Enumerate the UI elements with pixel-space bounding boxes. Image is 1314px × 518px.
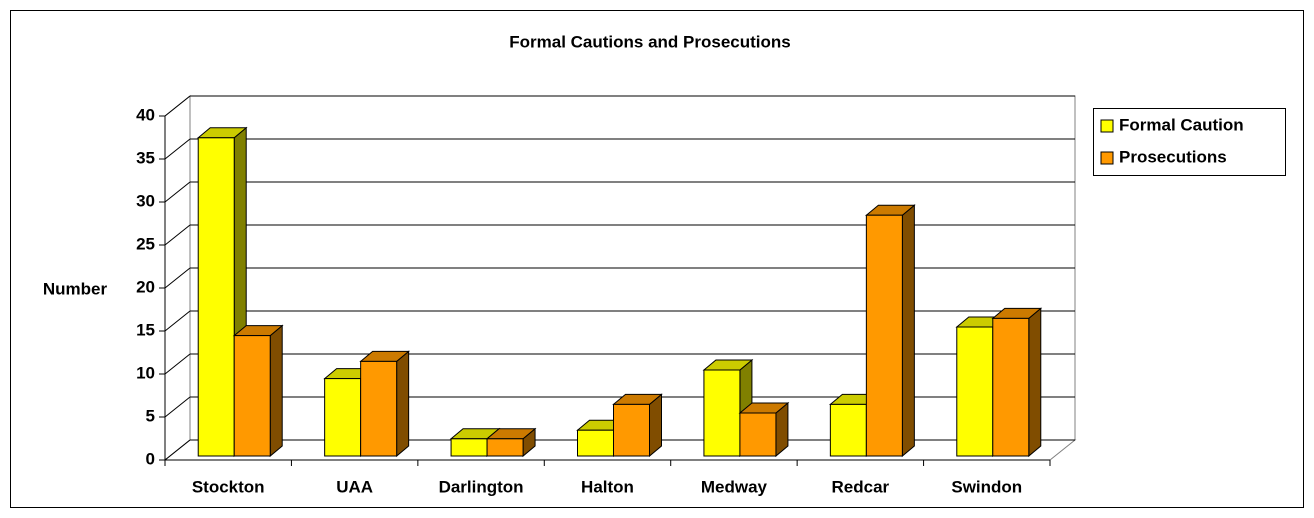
legend bbox=[1093, 108, 1286, 176]
x-tick-label: Swindon bbox=[951, 477, 1022, 496]
legend-label: Formal Caution bbox=[1119, 115, 1244, 134]
bar-side bbox=[1028, 307, 1042, 458]
bar-front bbox=[360, 360, 398, 457]
x-tick-label: Halton bbox=[581, 477, 634, 496]
y-tick-label: 10 bbox=[136, 363, 155, 382]
bar-side bbox=[901, 204, 915, 458]
legend-swatch bbox=[1100, 151, 1114, 165]
y-tick-label: 30 bbox=[136, 191, 155, 210]
bar bbox=[991, 307, 1043, 458]
bar bbox=[232, 324, 284, 458]
y-tick-label: 35 bbox=[136, 148, 155, 167]
side-grid-line bbox=[164, 95, 191, 117]
bar-front bbox=[450, 438, 488, 457]
y-tick-label: 25 bbox=[136, 234, 155, 253]
bar-front bbox=[324, 378, 362, 457]
side-grid-line bbox=[164, 138, 191, 160]
y-axis-label: Number bbox=[43, 279, 108, 298]
side-grid-line bbox=[164, 310, 191, 332]
bar-front bbox=[233, 335, 271, 457]
x-tick-label: Medway bbox=[701, 477, 768, 496]
side-grid-line bbox=[164, 353, 191, 375]
bar-side bbox=[269, 324, 283, 458]
bar-front bbox=[739, 412, 777, 457]
bar bbox=[359, 350, 411, 458]
bar-side bbox=[396, 350, 410, 458]
side-grid-line bbox=[164, 396, 191, 418]
side-grid-line bbox=[164, 267, 191, 289]
x-tick-label: Stockton bbox=[192, 477, 265, 496]
bar-front bbox=[577, 429, 614, 457]
bar bbox=[738, 401, 790, 458]
bar-front bbox=[829, 403, 867, 457]
chart-title: Formal Cautions and Prosecutions bbox=[509, 32, 791, 51]
side-grid-line bbox=[164, 224, 191, 246]
legend-swatch bbox=[1100, 119, 1114, 133]
bar bbox=[196, 126, 248, 458]
side-grid-line bbox=[164, 439, 191, 461]
side-grid-line bbox=[164, 181, 191, 203]
y-tick-label: 5 bbox=[146, 406, 155, 425]
bar-side bbox=[649, 393, 662, 458]
x-tick-label: UAA bbox=[336, 477, 373, 496]
y-tick-label: 15 bbox=[136, 320, 155, 339]
bar-front bbox=[486, 438, 524, 457]
bar bbox=[864, 204, 916, 458]
y-tick-label: 40 bbox=[136, 105, 155, 124]
bar-front bbox=[197, 137, 235, 457]
y-tick-label: 20 bbox=[136, 277, 155, 296]
bar-front bbox=[865, 214, 903, 457]
bar-front bbox=[703, 369, 741, 457]
bar-front bbox=[956, 326, 994, 457]
bar bbox=[612, 393, 663, 458]
x-tick-label: Redcar bbox=[832, 477, 890, 496]
y-tick-label: 0 bbox=[146, 449, 155, 468]
bar bbox=[485, 427, 537, 458]
legend-label: Prosecutions bbox=[1119, 147, 1227, 166]
x-tick-label: Darlington bbox=[439, 477, 524, 496]
bar-front bbox=[992, 317, 1030, 457]
bar-front bbox=[613, 403, 650, 457]
